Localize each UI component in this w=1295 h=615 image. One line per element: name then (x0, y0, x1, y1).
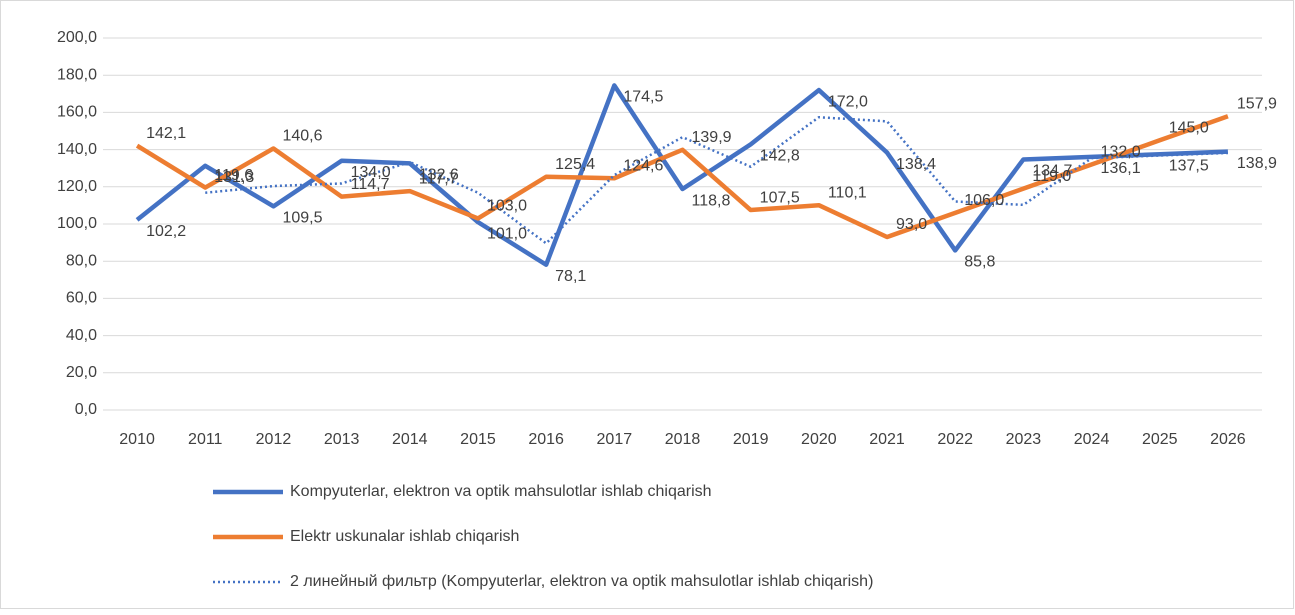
y-tick-label: 160,0 (57, 104, 97, 121)
data-label: 174,5 (623, 89, 663, 106)
data-label: 78,1 (555, 268, 586, 285)
y-tick-label: 120,0 (57, 178, 97, 195)
data-label: 140,6 (282, 128, 322, 145)
data-label: 142,1 (146, 125, 186, 142)
y-tick-label: 140,0 (57, 141, 97, 158)
data-label: 114,7 (351, 176, 390, 193)
data-label: 139,9 (692, 129, 732, 146)
data-label: 109,5 (282, 210, 322, 227)
data-label: 101,0 (487, 225, 527, 242)
data-label: 110,1 (828, 184, 867, 201)
y-tick-label: 60,0 (66, 290, 97, 307)
data-label: 117,7 (419, 170, 458, 187)
y-tick-label: 200,0 (57, 29, 97, 46)
x-tick-label: 2024 (1074, 431, 1110, 448)
x-tick-label: 2023 (1006, 431, 1042, 448)
x-tick-label: 2022 (937, 431, 973, 448)
data-label: 93,0 (896, 216, 927, 233)
x-tick-label: 2018 (665, 431, 701, 448)
data-label: 124,6 (623, 157, 663, 174)
x-tick-label: 2016 (528, 431, 564, 448)
data-label: 134,7 (1032, 163, 1072, 180)
data-label: 118,8 (692, 192, 731, 209)
y-tick-label: 40,0 (66, 327, 97, 344)
x-tick-label: 2015 (460, 431, 496, 448)
data-label: 85,8 (964, 254, 995, 271)
y-tick-label: 80,0 (66, 252, 97, 269)
x-tick-label: 2019 (733, 431, 769, 448)
data-label: 107,5 (760, 189, 800, 206)
data-label: 157,9 (1237, 96, 1277, 113)
data-label: 172,0 (828, 93, 868, 110)
y-tick-label: 180,0 (57, 66, 97, 83)
series-line (135, 114, 1229, 240)
series-line (135, 83, 1228, 267)
x-tick-label: 2010 (119, 431, 155, 448)
x-tick-label: 2026 (1210, 431, 1246, 448)
x-tick-label: 2014 (392, 431, 428, 448)
data-label: 102,2 (146, 223, 186, 240)
data-label: 119,6 (214, 167, 253, 184)
x-tick-label: 2011 (188, 431, 223, 448)
legend-label: Elektr uskunalar ishlab chiqarish (290, 528, 519, 545)
data-label: 106,0 (964, 192, 1004, 209)
legend-label: 2 линейный фильтр (Kompyuterlar, elektro… (290, 573, 873, 590)
data-label: 145,0 (1169, 120, 1209, 137)
y-tick-label: 20,0 (66, 364, 97, 381)
x-tick-label: 2017 (597, 431, 633, 448)
x-tick-label: 2013 (324, 431, 360, 448)
x-tick-label: 2020 (801, 431, 837, 448)
data-label: 138,4 (896, 156, 936, 173)
data-label: 131,3 (214, 169, 254, 186)
data-label: 142,8 (760, 148, 800, 165)
x-tick-label: 2012 (256, 431, 292, 448)
data-label: 125,4 (555, 156, 595, 173)
data-label: 132,0 (1101, 144, 1141, 161)
data-label: 136,1 (1101, 160, 1141, 177)
data-label: 137,5 (1169, 157, 1209, 174)
data-label: 138,9 (1237, 155, 1277, 172)
data-label: 103,0 (487, 198, 527, 215)
y-tick-label: 0,0 (75, 401, 97, 418)
legend-label: Kompyuterlar, elektron va optik mahsulot… (290, 483, 712, 500)
x-tick-label: 2021 (869, 431, 905, 448)
data-label: 132,6 (419, 167, 459, 184)
data-label: 134,0 (351, 164, 391, 181)
y-tick-label: 100,0 (57, 215, 97, 232)
data-label: 119,0 (1032, 168, 1071, 185)
x-tick-label: 2025 (1142, 431, 1178, 448)
